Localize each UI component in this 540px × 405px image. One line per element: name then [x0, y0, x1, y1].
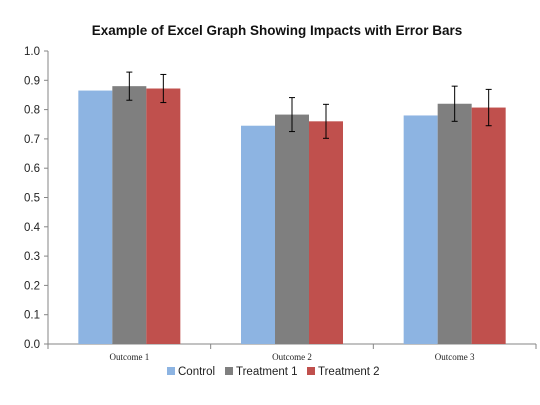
bar	[78, 90, 113, 345]
y-tick-label: 1.0	[24, 46, 40, 58]
legend-label: Treatment 2	[318, 366, 380, 378]
bar	[471, 107, 506, 344]
chart-title: Example of Excel Graph Showing Impacts w…	[92, 23, 463, 38]
x-axis: Outcome 1 Outcome 2 Outcome 3	[47, 343, 537, 362]
bar	[275, 114, 309, 345]
legend-label: Treatment 1	[236, 366, 298, 378]
x-tick-label: Outcome 2	[272, 352, 312, 362]
y-tick-label: 0.4	[24, 222, 41, 234]
bar	[146, 88, 181, 344]
y-tick-label: 0.1	[24, 310, 40, 322]
y-tick-label: 0.5	[24, 193, 40, 205]
legend-swatch	[307, 367, 315, 375]
bar	[437, 103, 472, 345]
y-axis: 0.0 0.1 0.2 0.3 0.4 0.5 0.6 0.7 0.8 0.9 1.0	[24, 46, 49, 351]
y-tick-label: 0.7	[24, 134, 40, 146]
y-tick-label: 0.2	[24, 280, 40, 292]
legend-swatch	[225, 367, 233, 375]
legend-label: Control	[178, 366, 215, 378]
y-tick-label: 0.6	[24, 163, 40, 175]
y-tick-label: 0.8	[24, 105, 40, 117]
error-bars	[126, 71, 492, 139]
bar	[309, 121, 343, 344]
x-tick-label: Outcome 1	[109, 352, 149, 362]
bar	[403, 115, 438, 345]
bar	[241, 125, 275, 344]
bars	[78, 86, 506, 345]
y-tick-label: 0.3	[24, 251, 40, 263]
legend: Control Treatment 1 Treatment 2	[167, 366, 380, 378]
y-tick-label: 0.9	[24, 75, 40, 87]
legend-swatch	[167, 367, 175, 375]
y-tick-label: 0.0	[24, 339, 40, 351]
x-tick-label: Outcome 3	[435, 352, 475, 362]
bar	[112, 86, 147, 344]
